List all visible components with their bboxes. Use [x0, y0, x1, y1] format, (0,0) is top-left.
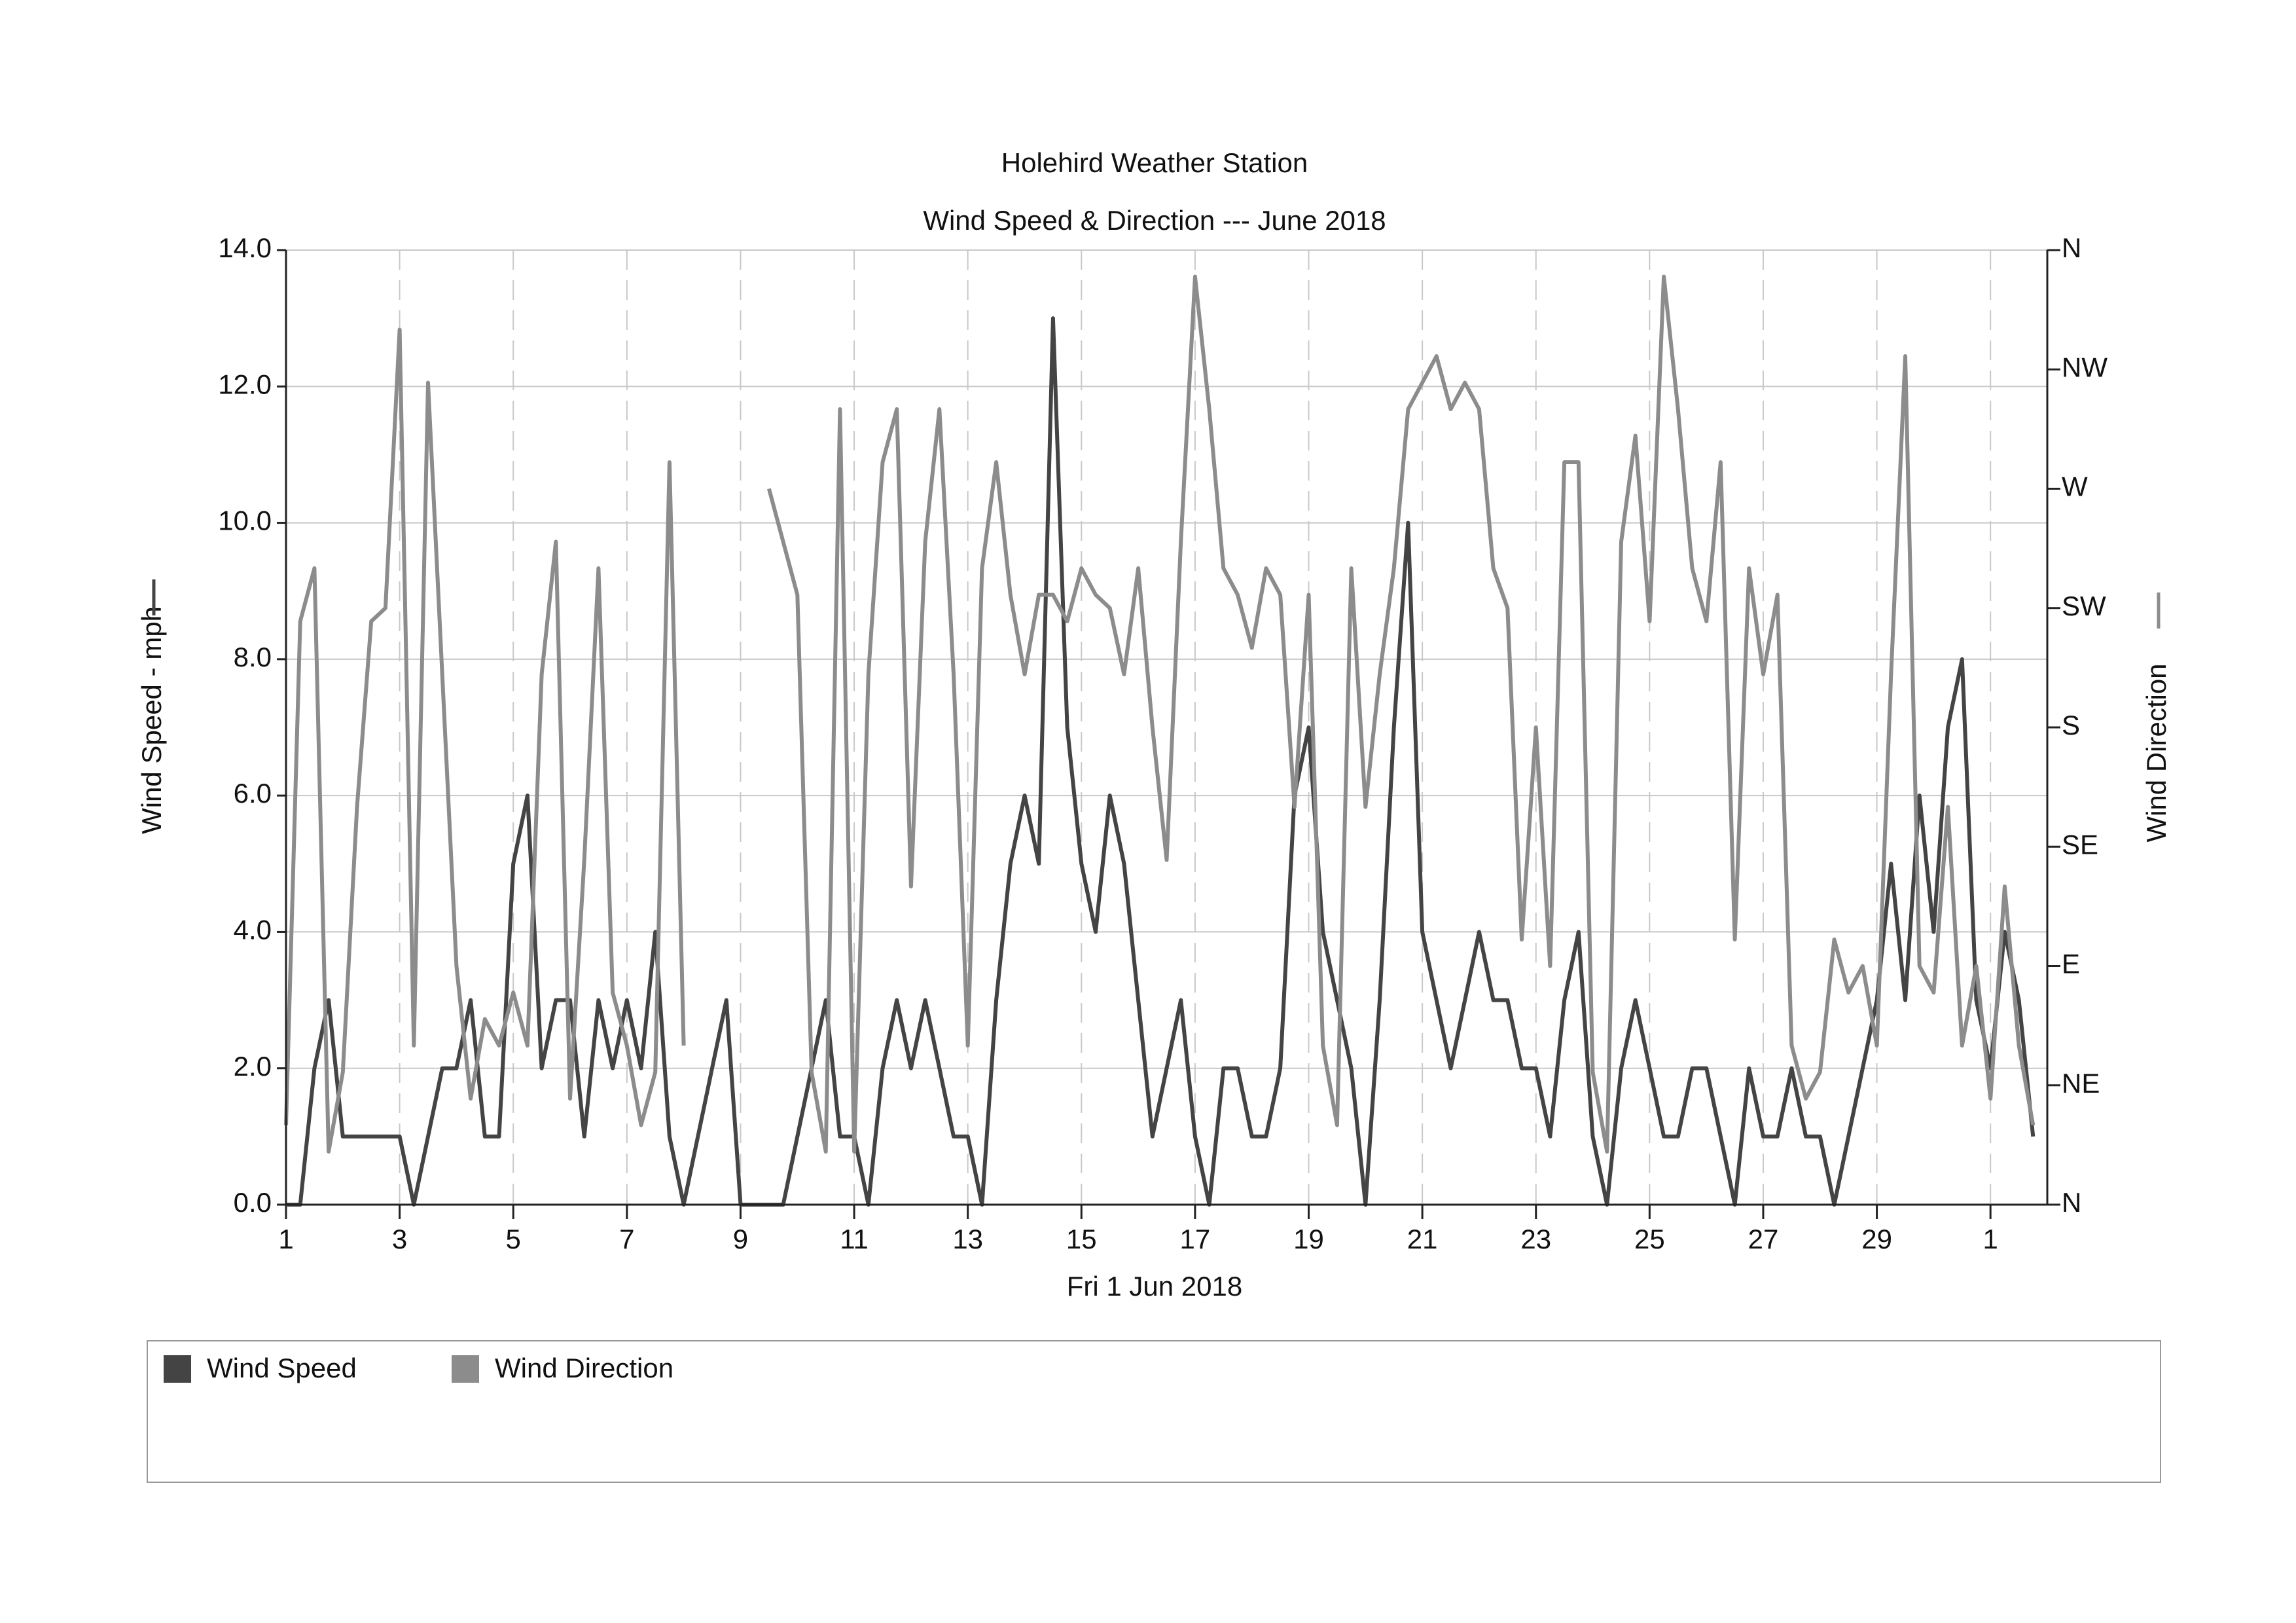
legend-box — [147, 1340, 2161, 1483]
chart-subtitle: Wind Speed & Direction --- June 2018 — [923, 205, 1386, 236]
legend-label: Wind Direction — [495, 1353, 673, 1383]
y2-tick-label: E — [2062, 949, 2080, 979]
y-tick-label: 0.0 — [234, 1187, 272, 1218]
y2-axis-label: Wind Direction — [2141, 663, 2172, 842]
legend-label: Wind Speed — [207, 1353, 357, 1383]
x-tick-label: 1 — [1983, 1224, 1998, 1254]
x-tick-label: 27 — [1748, 1224, 1779, 1254]
y2-tick-label: NW — [2062, 352, 2108, 382]
x-tick-label: 5 — [506, 1224, 521, 1254]
chart-title: Holehird Weather Station — [1001, 147, 1308, 178]
x-tick-label: 25 — [1634, 1224, 1665, 1254]
legend-swatch — [164, 1355, 191, 1383]
x-tick-label: 9 — [733, 1224, 748, 1254]
y-tick-label: 4.0 — [234, 915, 272, 945]
x-tick-label: 3 — [392, 1224, 407, 1254]
y2-tick-label: SE — [2062, 829, 2098, 860]
x-tick-label: 17 — [1180, 1224, 1211, 1254]
x-axis-label: Fri 1 Jun 2018 — [1067, 1271, 1243, 1302]
y2-tick-label: S — [2062, 710, 2080, 740]
y-tick-label: 8.0 — [234, 642, 272, 672]
y-tick-label: 6.0 — [234, 778, 272, 809]
y2-tick-label: SW — [2062, 591, 2106, 621]
y-tick-label: 12.0 — [218, 369, 272, 399]
x-tick-label: 7 — [619, 1224, 634, 1254]
x-tick-label: 11 — [840, 1224, 869, 1254]
x-tick-label: 19 — [1293, 1224, 1324, 1254]
x-tick-label: 29 — [1861, 1224, 1892, 1254]
x-tick-label: 13 — [952, 1224, 983, 1254]
series-line — [286, 316, 2036, 1207]
series-line — [284, 274, 2036, 1154]
y-tick-label: 14.0 — [218, 232, 272, 263]
x-tick-label: 21 — [1407, 1224, 1438, 1254]
y2-tick-label: N — [2062, 232, 2081, 263]
y2-tick-label: NE — [2062, 1068, 2100, 1099]
x-tick-label: 1 — [278, 1224, 293, 1254]
legend-swatch — [452, 1355, 479, 1383]
y-tick-label: 2.0 — [234, 1051, 272, 1082]
y2-tick-label: N — [2062, 1187, 2081, 1218]
y2-tick-label: W — [2062, 471, 2088, 502]
y-axis-label: Wind Speed - mph — [136, 606, 167, 834]
x-tick-label: 23 — [1520, 1224, 1551, 1254]
y-tick-label: 10.0 — [218, 505, 272, 536]
x-tick-label: 15 — [1066, 1224, 1097, 1254]
